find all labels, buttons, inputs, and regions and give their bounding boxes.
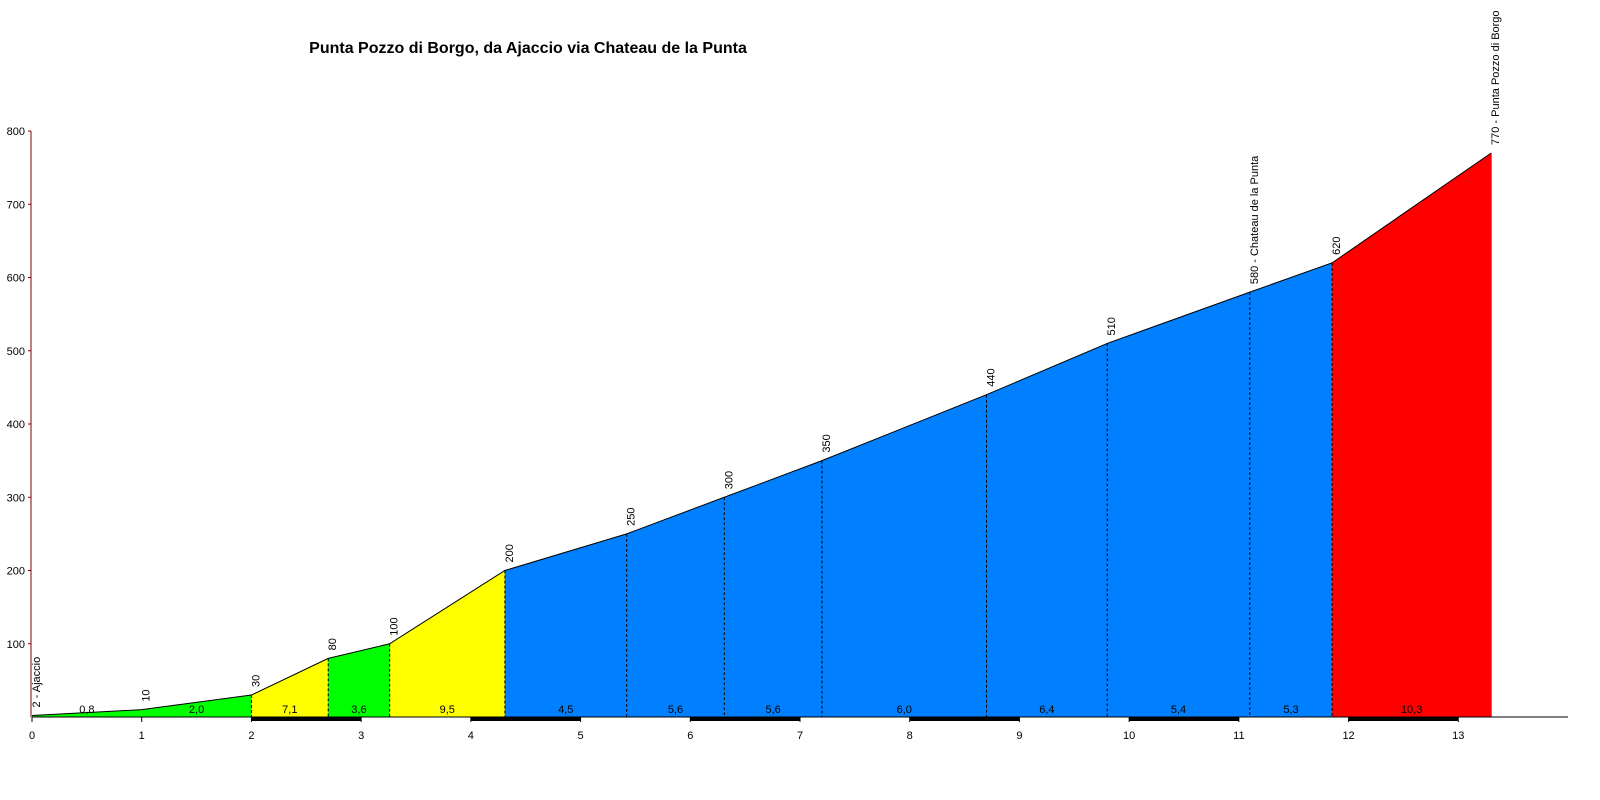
- point-label: 350: [821, 434, 833, 452]
- point-label: 300: [723, 471, 735, 489]
- x-tick-label: 8: [907, 730, 913, 742]
- profile-segment: [389, 570, 505, 717]
- km-strip: [361, 717, 471, 721]
- x-tick-label: 10: [1123, 730, 1135, 742]
- gradient-label: 2,0: [189, 704, 204, 716]
- km-strip: [580, 717, 691, 721]
- x-tick-label: 2: [248, 730, 254, 742]
- km-strip: [141, 717, 252, 721]
- y-tick-label: 700: [7, 199, 25, 211]
- point-label: 440: [986, 368, 998, 386]
- gradient-label: 10,3: [1401, 704, 1422, 716]
- gradient-label: 6,4: [1039, 704, 1054, 716]
- gradient-label: 3,6: [351, 704, 366, 716]
- km-strip: [1129, 717, 1239, 721]
- x-tick-label: 1: [139, 730, 145, 742]
- profile-segment: [1249, 262, 1333, 717]
- chart-title: Punta Pozzo di Borgo, da Ajaccio via Cha…: [309, 40, 747, 57]
- km-strip: [1238, 717, 1349, 721]
- x-tick-label: 13: [1452, 730, 1464, 742]
- profile-segment: [821, 394, 987, 717]
- point-label: 510: [1106, 317, 1118, 335]
- gradient-label: 5,6: [765, 704, 780, 716]
- gradient-label: 6,0: [897, 704, 912, 716]
- profile-segment: [1332, 152, 1492, 718]
- profile-segment: [328, 643, 390, 717]
- profile-segment: [141, 695, 252, 717]
- km-strip: [251, 717, 362, 721]
- gradient-label: 0,8: [79, 704, 94, 716]
- y-tick-label: 800: [7, 126, 25, 138]
- km-strip: [1019, 717, 1130, 721]
- x-tick-label: 3: [358, 730, 364, 742]
- x-tick-label: 6: [687, 730, 693, 742]
- km-strip: [690, 717, 800, 721]
- gradient-label: 9,5: [440, 704, 455, 716]
- point-label: 770 - Punta Pozzo di Borgo: [1490, 10, 1502, 145]
- km-strip: [800, 717, 910, 721]
- gradient-label: 5,4: [1171, 704, 1186, 716]
- point-label: 30: [250, 675, 262, 687]
- x-tick-label: 5: [578, 730, 584, 742]
- km-strip: [1348, 717, 1459, 721]
- km-strip: [470, 717, 581, 721]
- y-tick-label: 200: [7, 566, 25, 578]
- gradient-label: 4,5: [558, 704, 573, 716]
- y-tick-label: 100: [7, 639, 25, 651]
- y-tick-label: 500: [7, 346, 25, 358]
- y-tick-label: 600: [7, 273, 25, 285]
- gradient-label: 5,6: [668, 704, 683, 716]
- y-tick-label: 300: [7, 492, 25, 504]
- point-label: 2 - Ajaccio: [31, 657, 43, 708]
- x-tick-label: 7: [797, 730, 803, 742]
- profile-segment: [724, 460, 822, 717]
- profile-segment: [504, 533, 627, 717]
- point-label: 250: [626, 508, 638, 526]
- km-strip: [32, 717, 142, 721]
- point-label: 580 - Chateau de la Punta: [1249, 155, 1261, 284]
- x-tick-label: 4: [468, 730, 474, 742]
- y-tick-label: 400: [7, 419, 25, 431]
- km-strip: [1458, 717, 1568, 721]
- point-label: 100: [389, 617, 401, 635]
- km-strip: [909, 717, 1020, 721]
- profile-line: [31, 152, 1492, 717]
- x-tick-label: 9: [1016, 730, 1022, 742]
- x-tick-label: 11: [1233, 730, 1244, 742]
- point-label: 620: [1331, 236, 1343, 254]
- gradient-label: 5,3: [1283, 704, 1298, 716]
- profile-segment: [626, 497, 725, 717]
- gradient-label: 7,1: [282, 704, 297, 716]
- profile-segment: [986, 343, 1108, 717]
- profile-segment: [251, 658, 329, 717]
- point-label: 10: [141, 689, 153, 701]
- point-label: 80: [327, 638, 339, 650]
- x-tick-label: 0: [29, 730, 35, 742]
- x-tick-label: 12: [1342, 730, 1354, 742]
- profile-segment: [1107, 292, 1250, 717]
- point-label: 200: [504, 544, 516, 562]
